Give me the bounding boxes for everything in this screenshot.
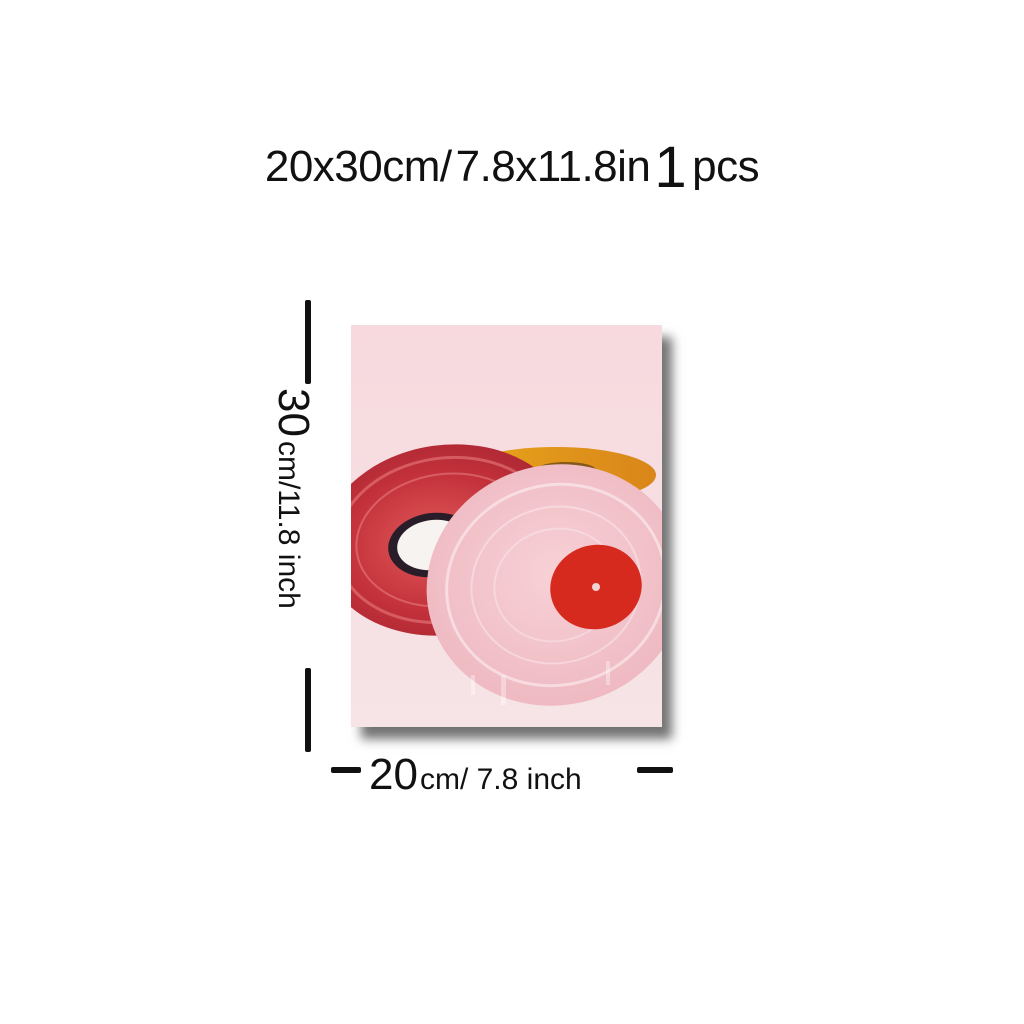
pink-record-spindle-hole: [592, 583, 600, 591]
width-dimension-label: 20cm/ 7.8 inch: [369, 750, 582, 800]
width-dimension-line-left: [331, 767, 361, 773]
width-dimension-line-right: [637, 767, 673, 773]
size-inch-text: 7.8x11.8in: [455, 142, 651, 191]
quantity-number: 1: [654, 135, 687, 200]
height-unit: cm/11.8 inch: [272, 440, 305, 609]
size-headline: 20x30cm/7.8x11.8in1 pcs: [0, 132, 1024, 200]
height-dimension-line-top: [305, 300, 311, 384]
height-value: 30: [269, 388, 318, 437]
height-dimension-line-bottom: [305, 668, 311, 752]
quantity-unit: pcs: [692, 142, 760, 191]
vinyl-records-artwork: [351, 325, 662, 727]
width-value: 20: [369, 750, 418, 799]
poster-image: [351, 325, 662, 727]
size-cm-text: 20x30cm/: [264, 142, 452, 191]
width-unit: cm/ 7.8 inch: [419, 763, 582, 796]
